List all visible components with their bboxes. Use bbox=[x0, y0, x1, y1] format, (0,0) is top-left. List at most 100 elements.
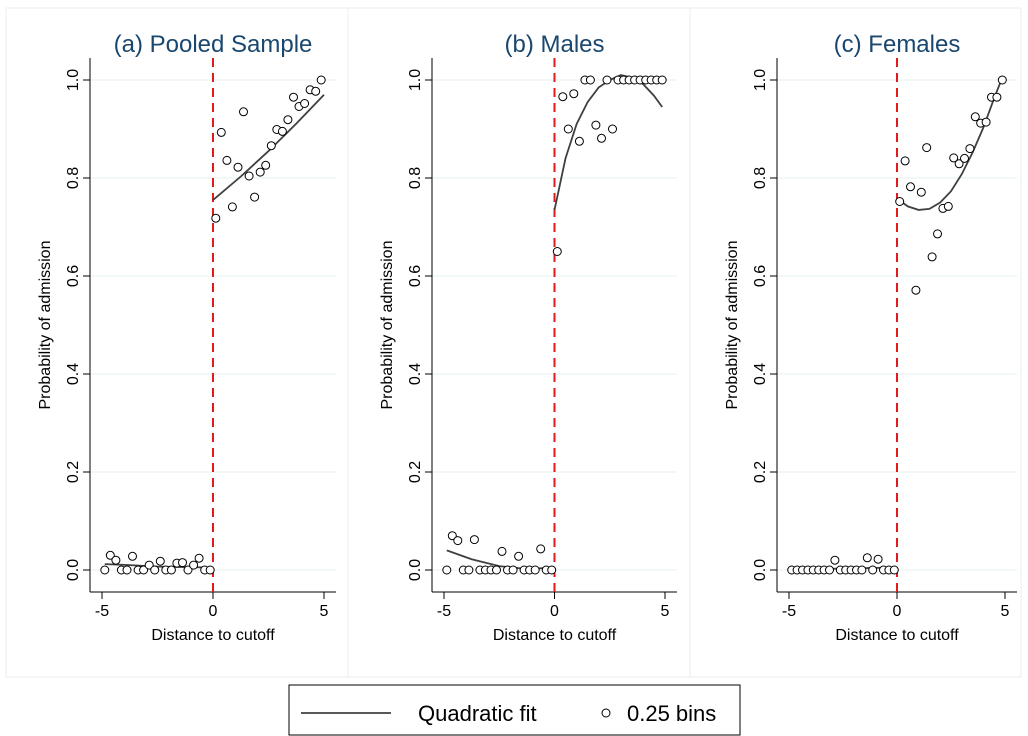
bin-point bbox=[574, 136, 584, 146]
bin-point bbox=[862, 553, 872, 563]
y-tick-label: 1.0 bbox=[65, 69, 82, 91]
y-tick-label: 0.6 bbox=[407, 265, 424, 287]
legend: Quadratic fit 0.25 bins bbox=[288, 684, 741, 736]
x-tick-label: 0 bbox=[209, 603, 218, 620]
bin-point bbox=[194, 553, 204, 563]
bin-point bbox=[100, 565, 110, 575]
bin-point bbox=[563, 124, 573, 134]
bin-point bbox=[657, 75, 667, 85]
y-tick-label: 0.2 bbox=[752, 461, 769, 483]
panel-title: (b) Males bbox=[504, 31, 604, 58]
bin-point bbox=[300, 99, 310, 108]
bin-point bbox=[239, 107, 248, 117]
bin-point bbox=[289, 92, 298, 102]
x-axis-title: Distance to cutoff bbox=[151, 627, 275, 644]
bin-point bbox=[992, 92, 1002, 102]
bin-point bbox=[155, 556, 165, 566]
bin-point bbox=[569, 89, 579, 99]
bin-point bbox=[911, 285, 921, 295]
bin-point bbox=[205, 565, 215, 575]
bin-point bbox=[943, 201, 953, 211]
bin-point bbox=[183, 565, 193, 575]
y-axis-title: Probability of admission bbox=[379, 241, 396, 410]
bin-point bbox=[150, 565, 160, 575]
x-tick-label: 5 bbox=[320, 603, 329, 620]
bin-point bbox=[211, 213, 221, 223]
bin-point bbox=[227, 202, 237, 212]
x-axis-title: Distance to cutoff bbox=[835, 627, 959, 644]
panels: 0.0 0.2 0.4 0.6 0.8 1.0 -5 0 5 Distance to cutoff… bbox=[5, 7, 1022, 678]
bin-point bbox=[981, 117, 991, 127]
bin-point bbox=[602, 75, 612, 85]
panel-title: (c) Females bbox=[834, 31, 961, 58]
bin-point bbox=[916, 187, 926, 197]
x-tick-label: 0 bbox=[550, 603, 559, 620]
x-tick-label: 5 bbox=[1001, 603, 1010, 620]
bin-point bbox=[311, 86, 321, 96]
panel-title: (a) Pooled Sample bbox=[114, 31, 313, 58]
bin-point bbox=[558, 92, 568, 102]
panel-males: 0.0 0.2 0.4 0.6 0.8 1.0 -5 0 5 Distance to cutoff… bbox=[347, 7, 691, 678]
bin-point bbox=[536, 544, 546, 554]
x-tick-label: -5 bbox=[437, 603, 451, 620]
bin-point bbox=[927, 252, 937, 262]
bin-point bbox=[166, 565, 176, 575]
y-tick-label: 0.0 bbox=[752, 559, 769, 581]
bin-point bbox=[144, 560, 154, 570]
bin-point bbox=[547, 565, 557, 575]
panel-frame bbox=[347, 7, 691, 678]
bin-point bbox=[442, 565, 452, 575]
bin-point bbox=[233, 162, 243, 172]
bin-point bbox=[933, 229, 942, 239]
y-tick-label: 0.4 bbox=[752, 363, 769, 385]
bin-point bbox=[447, 531, 457, 541]
x-axis-title: Distance to cutoff bbox=[493, 627, 617, 644]
bin-point bbox=[122, 565, 132, 575]
bin-point bbox=[889, 565, 899, 575]
y-tick-label: 0.4 bbox=[65, 363, 82, 385]
bin-point bbox=[128, 551, 137, 561]
y-tick-label: 0.2 bbox=[65, 461, 82, 483]
y-axis-title: Probability of admission bbox=[724, 241, 741, 410]
bin-point bbox=[105, 550, 115, 560]
bin-point bbox=[266, 141, 276, 151]
bin-point bbox=[283, 115, 293, 125]
bin-point bbox=[597, 133, 606, 143]
bin-point bbox=[178, 558, 187, 568]
y-tick-label: 0.8 bbox=[65, 167, 82, 189]
bin-point bbox=[464, 565, 474, 575]
bin-point bbox=[453, 536, 463, 546]
bin-point bbox=[255, 167, 265, 177]
legend-label-quadratic-fit: Quadratic fit bbox=[418, 701, 537, 726]
panel-females: 0.0 0.2 0.4 0.6 0.8 1.0 -5 0 5 Distance to cutoff… bbox=[689, 7, 1022, 678]
x-tick-label: 5 bbox=[661, 603, 670, 620]
bin-point bbox=[552, 247, 562, 256]
y-tick-label: 0.6 bbox=[65, 265, 82, 287]
x-tick-label: 0 bbox=[893, 603, 902, 620]
legend-circle-symbol bbox=[601, 708, 611, 718]
y-tick-label: 0.6 bbox=[752, 265, 769, 287]
bin-point bbox=[497, 546, 507, 556]
bin-point bbox=[922, 143, 932, 153]
bin-point bbox=[997, 75, 1007, 85]
bin-point bbox=[825, 565, 834, 575]
bin-point bbox=[868, 565, 878, 575]
x-tick-label: -5 bbox=[782, 603, 796, 620]
bin-point bbox=[949, 153, 959, 163]
bin-point bbox=[244, 171, 254, 181]
bin-point bbox=[906, 182, 915, 192]
bin-point bbox=[530, 565, 540, 575]
bin-point bbox=[216, 127, 226, 137]
legend-box bbox=[288, 684, 741, 736]
y-axis-title: Probability of admission bbox=[37, 241, 54, 410]
y-tick-label: 0.0 bbox=[407, 559, 424, 581]
bin-point bbox=[873, 554, 883, 564]
bin-point bbox=[965, 144, 975, 154]
x-tick-label: -5 bbox=[95, 603, 109, 620]
bin-point bbox=[960, 153, 969, 163]
bin-point bbox=[970, 112, 980, 122]
y-tick-label: 0.8 bbox=[407, 167, 424, 189]
bin-point bbox=[316, 75, 326, 85]
bin-point bbox=[469, 535, 479, 545]
